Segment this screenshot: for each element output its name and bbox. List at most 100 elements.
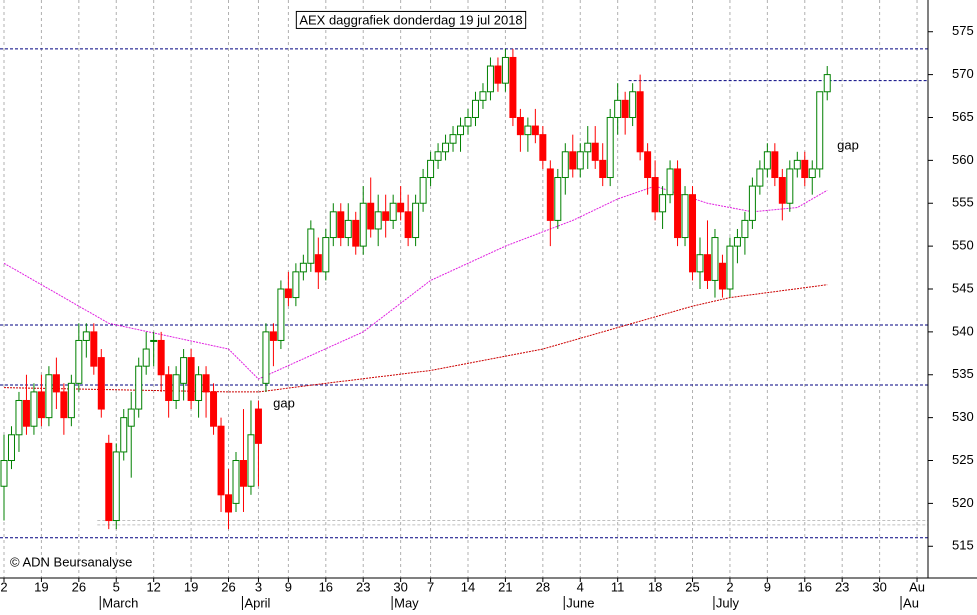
candle-body <box>501 56 509 84</box>
y-tick-label: 515 <box>952 538 974 553</box>
candle-body <box>419 177 427 204</box>
candle-body <box>172 374 180 401</box>
candle-body <box>97 357 105 410</box>
x-tick-label: 30 <box>393 579 407 594</box>
candle-body <box>786 168 794 204</box>
annotation: gap <box>837 137 859 152</box>
candle-body <box>322 237 330 273</box>
candle-body <box>0 460 8 487</box>
x-tick-label: 11 <box>611 579 625 594</box>
candle-body <box>606 116 614 179</box>
candle-body <box>681 194 689 239</box>
candle-body <box>120 417 128 453</box>
candle-body <box>75 339 83 384</box>
x-tick-label: 9 <box>285 579 292 594</box>
x-tick-label: 28 <box>536 579 550 594</box>
candle-body <box>277 288 285 341</box>
candle-body <box>397 202 405 213</box>
candle-body <box>337 211 345 239</box>
candle-body <box>187 357 195 401</box>
candle-body <box>135 365 143 410</box>
candle-body <box>344 219 352 239</box>
candle-body <box>254 408 262 444</box>
candle-body <box>180 357 188 384</box>
candle-body <box>457 125 465 136</box>
candle-body <box>711 237 719 281</box>
x-tick-label: 16 <box>798 579 812 594</box>
candle-body <box>584 142 592 153</box>
candle-body <box>22 399 30 427</box>
moving-average <box>3 185 828 380</box>
candle-body <box>269 331 277 341</box>
candle-body <box>150 339 158 342</box>
month-label: Au <box>903 595 919 610</box>
candle-body <box>808 168 816 179</box>
candle-body <box>427 159 435 179</box>
candle-body <box>494 65 502 84</box>
x-tick-label: 5 <box>113 579 120 594</box>
x-tick-label: 19 <box>34 579 48 594</box>
candle-body <box>157 339 165 376</box>
candle-body <box>329 211 337 239</box>
candle-body <box>561 151 569 179</box>
y-tick-label: 575 <box>952 23 974 38</box>
candle-body <box>651 177 659 213</box>
candle-body <box>7 434 15 462</box>
candle-body <box>60 391 68 419</box>
candle-body <box>412 202 420 239</box>
candle-body <box>247 434 255 487</box>
x-tick-label: 19 <box>184 579 198 594</box>
y-tick-label: 545 <box>952 280 974 295</box>
candle-body <box>726 245 734 290</box>
copyright: © ADN Beursanalyse <box>10 554 132 569</box>
candle-body <box>509 56 517 118</box>
month-label: March <box>102 595 138 610</box>
candle-body <box>576 151 584 170</box>
y-tick-label: 520 <box>952 495 974 510</box>
month-label: April <box>244 595 270 610</box>
candle-body <box>307 228 315 264</box>
annotation: gap <box>273 395 295 410</box>
candle-body <box>659 194 667 213</box>
y-tick-label: 540 <box>952 323 974 338</box>
candle-body <box>471 99 479 118</box>
candle-body <box>748 185 756 221</box>
x-tick-label: 2 <box>0 579 7 594</box>
candle-body <box>359 202 367 247</box>
month-label: July <box>716 595 740 610</box>
candle-body <box>718 262 726 290</box>
x-tick-label: Au <box>909 579 925 594</box>
x-tick-label: 9 <box>764 579 771 594</box>
candle-body <box>382 211 390 221</box>
x-tick-label: 2 <box>726 579 733 594</box>
candle-body <box>314 254 322 273</box>
candle-body <box>404 211 412 239</box>
candle-body <box>763 151 771 170</box>
x-tick-label: 26 <box>72 579 86 594</box>
x-tick-label: 25 <box>685 579 699 594</box>
y-tick-label: 530 <box>952 409 974 424</box>
y-tick-label: 550 <box>952 238 974 253</box>
candle-body <box>629 91 637 118</box>
candle-body <box>644 151 652 179</box>
candle-body <box>464 116 472 127</box>
candle-body <box>539 134 547 161</box>
candle-body <box>389 202 397 221</box>
y-tick-label: 535 <box>952 366 974 381</box>
candle-body <box>217 425 225 496</box>
candle-body <box>105 442 113 522</box>
candle-body <box>689 194 697 273</box>
candle-body <box>232 460 240 504</box>
candle-body <box>127 408 135 427</box>
x-tick-label: 16 <box>319 579 333 594</box>
candle-body <box>778 177 786 204</box>
x-tick-label: 23 <box>835 579 849 594</box>
candle-body <box>823 74 831 93</box>
candle-body <box>292 271 300 299</box>
candle-body <box>165 374 173 401</box>
candle-body <box>37 391 45 419</box>
candle-body <box>771 151 779 179</box>
candle-body <box>733 237 741 247</box>
x-tick-label: 4 <box>577 579 584 594</box>
